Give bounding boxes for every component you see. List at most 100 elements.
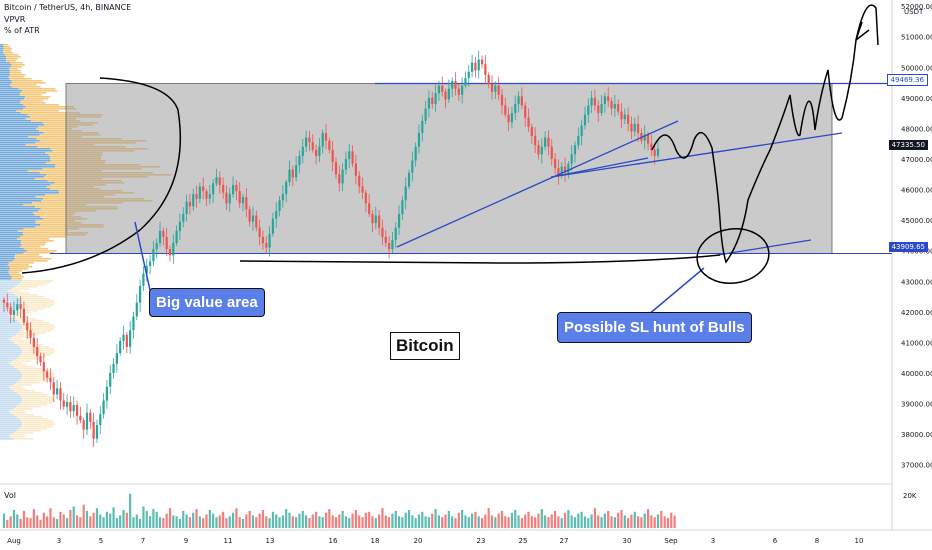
vpvr-bar-down <box>18 332 45 334</box>
vpvr-bar-down <box>9 410 23 412</box>
vpvr-bar-up <box>0 342 14 344</box>
vpvr-bar-up <box>0 276 12 278</box>
vpvr-bar-down <box>10 266 32 268</box>
vpvr-bar-down <box>12 82 46 84</box>
volume-bar <box>19 519 21 528</box>
candle-body <box>408 173 410 187</box>
vpvr-bar-down <box>18 320 44 322</box>
vpvr-param: % of ATR <box>4 26 40 35</box>
vpvr-bar-down <box>3 50 11 52</box>
volume-bar <box>640 517 642 528</box>
volume-bar <box>245 515 247 529</box>
vpvr-bar-down <box>15 310 38 312</box>
candle-body <box>33 338 35 347</box>
candle-body <box>368 203 370 214</box>
candle-body <box>73 405 75 411</box>
vpvr-bar-up <box>0 292 12 294</box>
vpvr-bar-up <box>0 192 59 194</box>
vpvr-bar-down <box>10 268 28 270</box>
candle-body <box>325 133 327 141</box>
callout-big-value-area[interactable]: Big value area <box>149 288 265 317</box>
volume-bar <box>265 516 267 528</box>
vpvr-bar-up <box>0 336 12 338</box>
volume-bar <box>660 511 662 528</box>
vpvr-bar-down <box>19 88 56 90</box>
volume-bar <box>159 517 161 528</box>
volume-bar <box>176 516 178 528</box>
callout-sl-hunt[interactable]: Possible SL hunt of Bulls <box>557 312 752 343</box>
vpvr-bar-up <box>0 430 16 432</box>
volume-bar <box>398 516 400 528</box>
volume-bar <box>351 514 353 528</box>
candle-body <box>43 362 45 371</box>
currency-label: USDT <box>904 8 924 16</box>
candle-body <box>338 174 340 183</box>
vpvr-bar-down <box>16 358 40 360</box>
vpvr-bar-up <box>0 80 12 82</box>
vpvr-bar-up <box>0 296 18 298</box>
candle-body <box>388 243 390 249</box>
volume-bar <box>278 517 280 528</box>
candle-body <box>315 150 317 156</box>
vpvr-bar-up <box>0 78 10 80</box>
candle-body <box>312 142 314 150</box>
vpvr-bar-up <box>0 118 26 120</box>
candle-body <box>212 183 214 194</box>
vpvr-bar-up <box>0 354 21 356</box>
candle-body <box>451 81 453 89</box>
volume-bar <box>494 517 496 528</box>
vpvr-bar-up <box>0 326 22 328</box>
volume-bar <box>564 513 566 528</box>
vpvr-bar-up <box>0 366 14 368</box>
vpvr-bar-down <box>10 434 25 436</box>
vpvr-bar-down <box>22 90 57 92</box>
candle-body <box>275 211 277 219</box>
vpvr-bar-down <box>24 248 48 250</box>
vpvr-label[interactable]: VPVR <box>4 15 25 24</box>
candle-body <box>348 151 350 159</box>
vpvr-bar-up <box>0 100 21 102</box>
volume-bar <box>295 517 297 528</box>
vpvr-bar-up <box>0 400 22 402</box>
vpvr-bar-up <box>0 66 11 68</box>
candle-body <box>355 164 357 176</box>
candle-body <box>587 105 589 114</box>
vpvr-bar-up <box>0 382 16 384</box>
candle-body <box>534 136 536 145</box>
candle-body <box>637 124 639 133</box>
volume-bar <box>249 511 251 528</box>
volume-bar <box>39 520 41 528</box>
candle-body <box>468 72 470 78</box>
vpvr-bar-down <box>3 52 12 54</box>
volume-bar <box>129 494 131 528</box>
vpvr-bar-down <box>13 384 32 386</box>
vpvr-bar-down <box>22 422 55 424</box>
volume-bar <box>405 513 407 528</box>
volume-bar <box>195 509 197 528</box>
vpvr-bar-up <box>0 242 21 244</box>
vpvr-bar-up <box>0 136 28 138</box>
volume-bar <box>285 509 287 528</box>
vpvr-bar-up <box>0 134 40 136</box>
vpvr-bar-up <box>0 194 45 196</box>
candle-body <box>554 159 556 168</box>
vpvr-bar-down <box>20 282 50 284</box>
candle-body <box>411 161 413 173</box>
volume-bar <box>604 514 606 528</box>
candle-body <box>441 86 443 92</box>
candle-body <box>225 193 227 204</box>
vpvr-bar-up <box>0 114 28 116</box>
candle-body <box>96 425 98 439</box>
volume-bar <box>348 518 350 528</box>
volume-bar <box>458 513 460 528</box>
symbol-title: Bitcoin / TetherUS, 4h, BINANCE <box>4 3 131 12</box>
vpvr-bar-up <box>0 98 24 100</box>
vpvr-bar-up <box>0 112 21 114</box>
volume-bar <box>411 515 413 528</box>
chart-title-text[interactable]: Bitcoin <box>390 332 460 360</box>
volume-bar <box>537 514 539 528</box>
candle-body <box>604 96 606 104</box>
candle-body <box>385 237 387 243</box>
